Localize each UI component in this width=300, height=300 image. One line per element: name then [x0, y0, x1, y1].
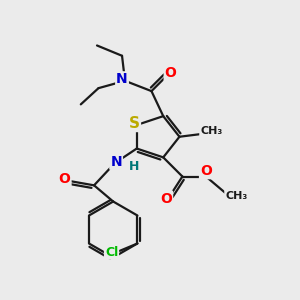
- Text: Cl: Cl: [105, 246, 118, 259]
- Text: CH₃: CH₃: [200, 126, 222, 136]
- Text: H: H: [129, 160, 139, 173]
- Text: O: O: [200, 164, 212, 178]
- Text: S: S: [129, 116, 140, 131]
- Text: N: N: [110, 155, 122, 169]
- Text: O: O: [59, 172, 70, 186]
- Text: CH₃: CH₃: [225, 190, 248, 201]
- Text: O: O: [165, 66, 176, 80]
- Text: N: N: [116, 72, 128, 86]
- Text: O: O: [160, 192, 172, 206]
